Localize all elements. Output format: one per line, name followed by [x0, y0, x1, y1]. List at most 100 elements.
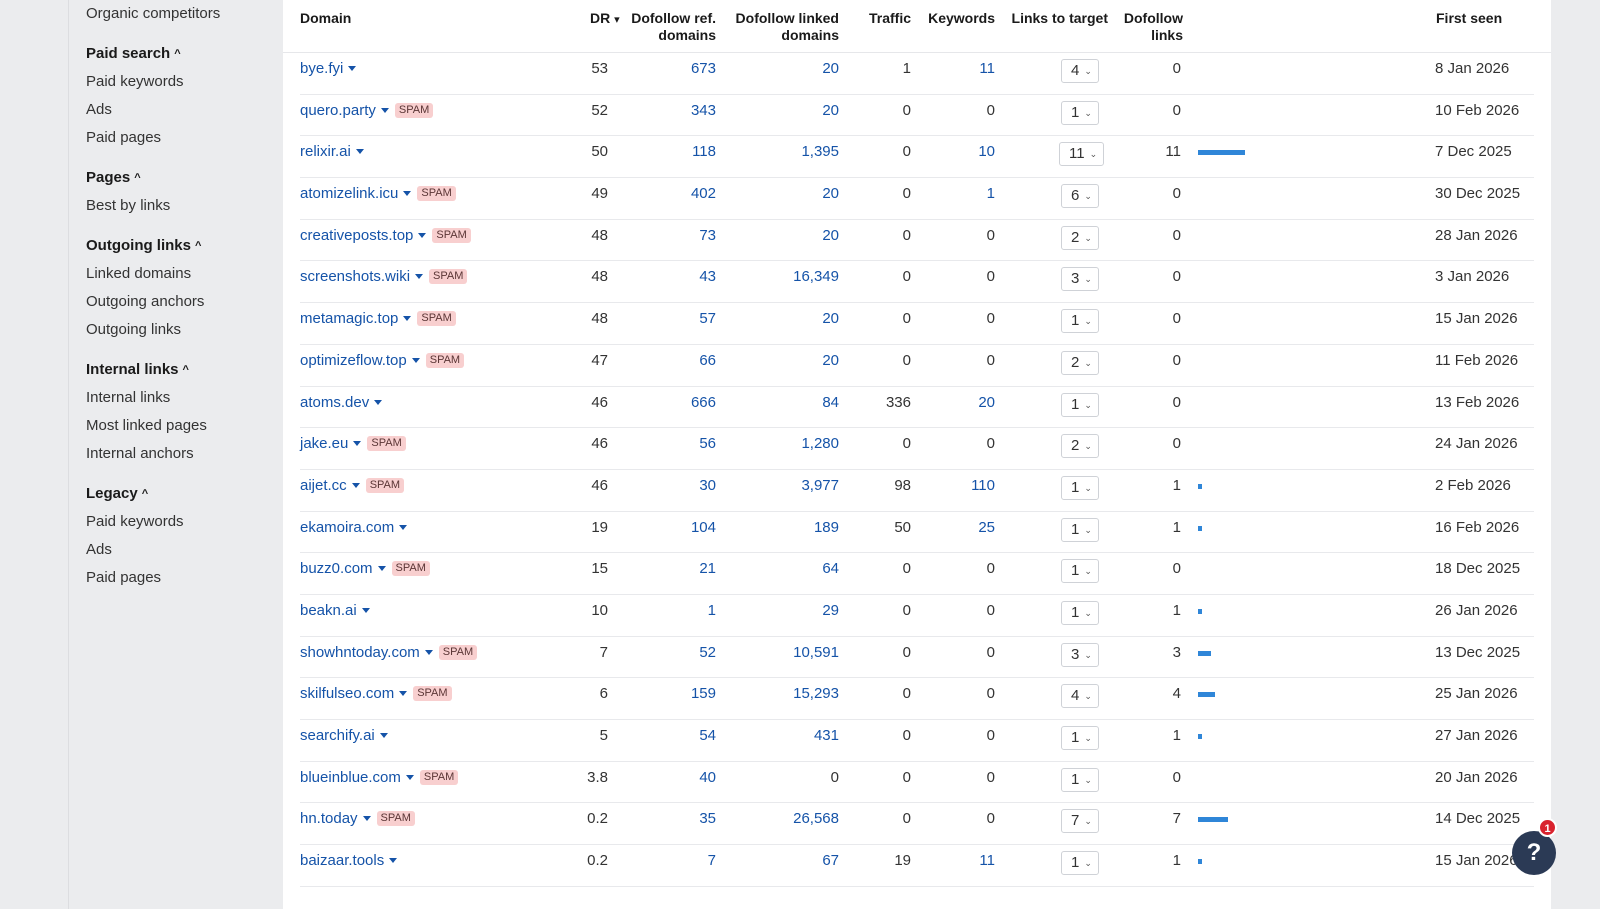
sidebar-item-outgoing-links[interactable]: Outgoing links	[86, 321, 182, 338]
keywords-link[interactable]: 0	[986, 226, 995, 244]
dofollow-ref-domains-link[interactable]: 7	[707, 852, 716, 870]
domain-link[interactable]: atomizelink.icu SPAM	[300, 178, 456, 209]
dofollow-linked-domains-link[interactable]: 10,591	[793, 643, 839, 661]
dofollow-linked-domains-link[interactable]: 20	[822, 226, 839, 244]
links-to-target-dropdown[interactable]: 3 ⌄	[1061, 267, 1099, 292]
links-to-target-dropdown[interactable]: 1 ⌄	[1061, 600, 1099, 625]
links-to-target-dropdown[interactable]: 2 ⌄	[1061, 350, 1099, 375]
dofollow-ref-domains-link[interactable]: 118	[692, 143, 716, 161]
caret-down-icon[interactable]	[379, 733, 388, 738]
caret-down-icon[interactable]	[424, 649, 433, 655]
dofollow-ref-domains-link[interactable]: 402	[690, 185, 716, 203]
caret-down-icon[interactable]	[377, 566, 386, 572]
dofollow-linked-domains-link[interactable]: 20	[822, 101, 839, 119]
links-to-target-dropdown[interactable]: 1 ⌄	[1061, 559, 1099, 584]
dofollow-ref-domains-link[interactable]: 666	[690, 393, 716, 411]
keywords-link[interactable]: 0	[986, 643, 995, 661]
dofollow-linked-domains-link[interactable]: 20	[822, 60, 839, 77]
domain-link[interactable]: searchify.ai	[300, 720, 388, 751]
dofollow-ref-domains-link[interactable]: 57	[699, 310, 716, 328]
links-to-target-dropdown[interactable]: 11 ⌄	[1059, 142, 1105, 167]
sidebar-item-best-by-links[interactable]: Best by links	[86, 197, 171, 214]
keywords-link[interactable]: 25	[978, 518, 995, 536]
dofollow-ref-domains-link[interactable]: 56	[699, 435, 716, 453]
help-button[interactable]: ?	[1512, 831, 1556, 875]
keywords-link[interactable]: 0	[986, 310, 995, 328]
keywords-link[interactable]: 11	[979, 852, 995, 870]
sidebar-item-ads[interactable]: Ads	[86, 541, 112, 558]
sidebar-item-paid-keywords[interactable]: Paid keywords	[86, 73, 184, 90]
dofollow-ref-domains-link[interactable]: 343	[690, 101, 716, 119]
keywords-link[interactable]: 0	[986, 601, 995, 619]
dofollow-ref-domains-link[interactable]: 35	[699, 810, 716, 828]
col-header-dofollow-linked-domains[interactable]: Dofollow linked domains	[723, 10, 839, 44]
dofollow-ref-domains-link[interactable]: 73	[699, 226, 716, 244]
links-to-target-dropdown[interactable]: 1 ⌄	[1061, 100, 1099, 125]
links-to-target-dropdown[interactable]: 1 ⌄	[1061, 851, 1099, 876]
dofollow-linked-domains-link[interactable]: 431	[813, 727, 839, 744]
dofollow-linked-domains-link[interactable]: 20	[822, 185, 839, 203]
domain-link[interactable]: metamagic.top SPAM	[300, 303, 456, 334]
links-to-target-dropdown[interactable]: 3 ⌄	[1061, 642, 1099, 667]
dofollow-linked-domains-link[interactable]: 20	[822, 351, 839, 369]
domain-link[interactable]: atoms.dev	[300, 387, 383, 418]
links-to-target-dropdown[interactable]: 4 ⌄	[1061, 684, 1099, 709]
caret-down-icon[interactable]	[403, 191, 412, 197]
links-to-target-dropdown[interactable]: 1 ⌄	[1061, 392, 1099, 417]
domain-link[interactable]: jake.eu SPAM	[300, 428, 406, 459]
dofollow-ref-domains-link[interactable]: 1	[707, 601, 716, 619]
keywords-link[interactable]: 0	[986, 727, 995, 744]
sidebar-section-internal-links[interactable]: Internal links ^	[86, 356, 283, 384]
links-to-target-dropdown[interactable]: 7 ⌄	[1061, 809, 1099, 834]
caret-down-icon[interactable]	[380, 107, 389, 113]
dofollow-linked-domains-link[interactable]: 15,293	[793, 685, 839, 703]
keywords-link[interactable]: 0	[986, 351, 995, 369]
sidebar-item-paid-keywords[interactable]: Paid keywords	[86, 513, 184, 530]
keywords-link[interactable]: 10	[978, 143, 995, 161]
domain-link[interactable]: relixir.ai	[300, 136, 364, 167]
col-header-dofollow-links[interactable]: Dofollow links	[1118, 10, 1183, 44]
dofollow-ref-domains-link[interactable]: 43	[699, 268, 716, 286]
dofollow-linked-domains-link[interactable]: 67	[822, 852, 839, 870]
links-to-target-dropdown[interactable]: 1 ⌄	[1061, 517, 1099, 542]
domain-link[interactable]: hn.today SPAM	[300, 803, 415, 834]
keywords-link[interactable]: 11	[979, 60, 995, 77]
domain-link[interactable]: beakn.ai	[300, 595, 370, 626]
links-to-target-dropdown[interactable]: 6 ⌄	[1061, 184, 1099, 209]
links-to-target-dropdown[interactable]: 2 ⌄	[1061, 434, 1099, 459]
keywords-link[interactable]: 0	[986, 685, 995, 703]
links-to-target-dropdown[interactable]: 1 ⌄	[1061, 475, 1099, 500]
sidebar-item-outgoing-anchors[interactable]: Outgoing anchors	[86, 293, 205, 310]
caret-down-icon[interactable]	[355, 149, 364, 155]
keywords-link[interactable]: 110	[971, 476, 995, 494]
domain-link[interactable]: showhntoday.com SPAM	[300, 637, 478, 668]
sidebar-item-internal-anchors[interactable]: Internal anchors	[86, 445, 194, 462]
col-header-links-to-target[interactable]: Links to target	[1011, 10, 1108, 26]
keywords-link[interactable]: 0	[986, 268, 995, 286]
links-to-target-dropdown[interactable]: 2 ⌄	[1061, 225, 1099, 250]
caret-down-icon[interactable]	[415, 274, 424, 280]
domain-link[interactable]: skilfulseo.com SPAM	[300, 678, 452, 709]
sidebar-item-linked-domains[interactable]: Linked domains	[86, 265, 192, 282]
keywords-link[interactable]: 0	[986, 101, 995, 119]
sidebar-item-organic-competitors[interactable]: Organic competitors	[86, 5, 221, 22]
caret-down-icon[interactable]	[362, 816, 371, 822]
col-header-traffic[interactable]: Traffic	[868, 10, 911, 26]
col-header-first-seen[interactable]: First seen	[1436, 10, 1503, 26]
domain-link[interactable]: buzz0.com SPAM	[300, 553, 430, 584]
sidebar-section-legacy[interactable]: Legacy ^	[86, 480, 283, 508]
sidebar-item-internal-links[interactable]: Internal links	[86, 389, 171, 406]
keywords-link[interactable]: 1	[986, 185, 995, 203]
dofollow-linked-domains-link[interactable]: 20	[822, 310, 839, 328]
dofollow-ref-domains-link[interactable]: 159	[690, 685, 716, 703]
links-to-target-dropdown[interactable]: 1 ⌄	[1061, 309, 1099, 334]
domain-link[interactable]: bye.fyi	[300, 53, 357, 84]
sidebar-item-most-linked-pages[interactable]: Most linked pages	[86, 417, 207, 434]
keywords-link[interactable]: 0	[986, 810, 995, 828]
caret-down-icon[interactable]	[411, 357, 420, 363]
links-to-target-dropdown[interactable]: 4 ⌄	[1061, 59, 1099, 83]
keywords-link[interactable]: 0	[986, 435, 995, 453]
dofollow-linked-domains-link[interactable]: 84	[822, 393, 839, 411]
dofollow-ref-domains-link[interactable]: 40	[699, 768, 716, 786]
dofollow-ref-domains-link[interactable]: 104	[690, 518, 716, 536]
